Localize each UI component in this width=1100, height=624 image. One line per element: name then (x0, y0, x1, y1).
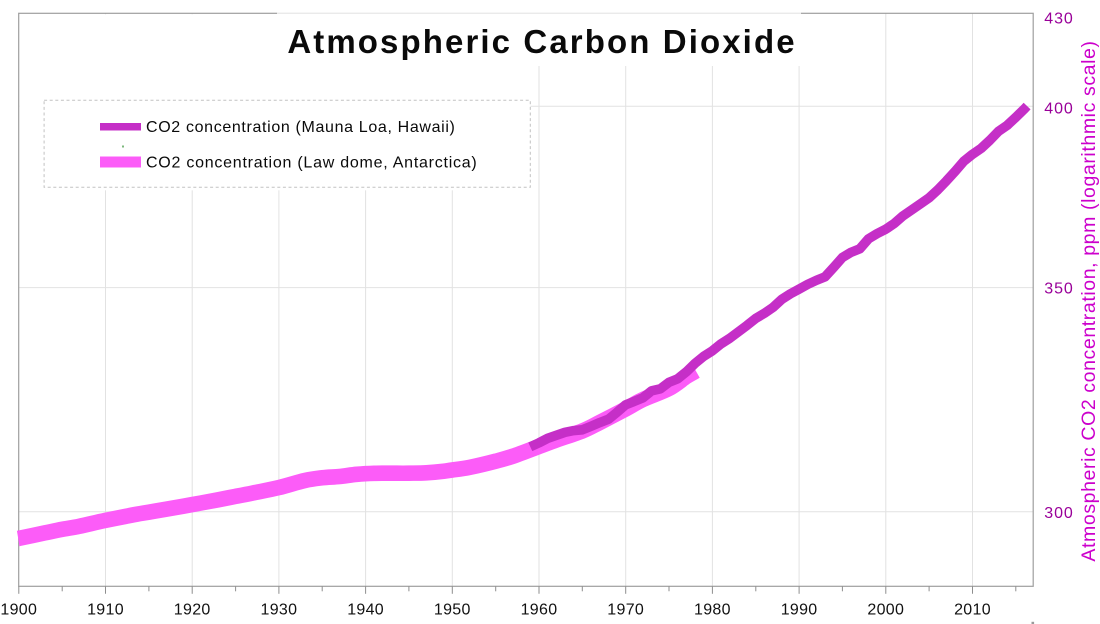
svg-text:1900: 1900 (0, 602, 37, 619)
svg-text:1970: 1970 (607, 602, 644, 619)
svg-text:1920: 1920 (174, 602, 211, 619)
svg-text:1990: 1990 (781, 602, 818, 619)
svg-text:1930: 1930 (261, 602, 298, 619)
svg-text:1950: 1950 (434, 602, 471, 619)
svg-text:Atmospheric CO2 concentration,: Atmospheric CO2 concentration, ppm (loga… (1078, 40, 1100, 561)
svg-text:400: 400 (1044, 100, 1073, 117)
svg-text:1980: 1980 (694, 602, 731, 619)
svg-text:2000: 2000 (867, 602, 904, 619)
svg-text:300: 300 (1044, 505, 1073, 522)
svg-text:2010: 2010 (954, 602, 991, 619)
svg-text:CO2 concentration (Law dome, A: CO2 concentration (Law dome, Antarctica) (146, 154, 477, 171)
svg-text:1910: 1910 (87, 602, 124, 619)
svg-text:CO2 concentration (Mauna Loa,: CO2 concentration (Mauna Loa, Hawaii) (146, 119, 456, 136)
svg-text:1940: 1940 (347, 602, 384, 619)
svg-text:1960: 1960 (521, 602, 558, 619)
svg-text:350: 350 (1044, 280, 1073, 297)
svg-text:Atmospheric Carbon Dioxide: Atmospheric Carbon Dioxide (287, 23, 796, 60)
svg-text:430: 430 (1044, 11, 1073, 28)
